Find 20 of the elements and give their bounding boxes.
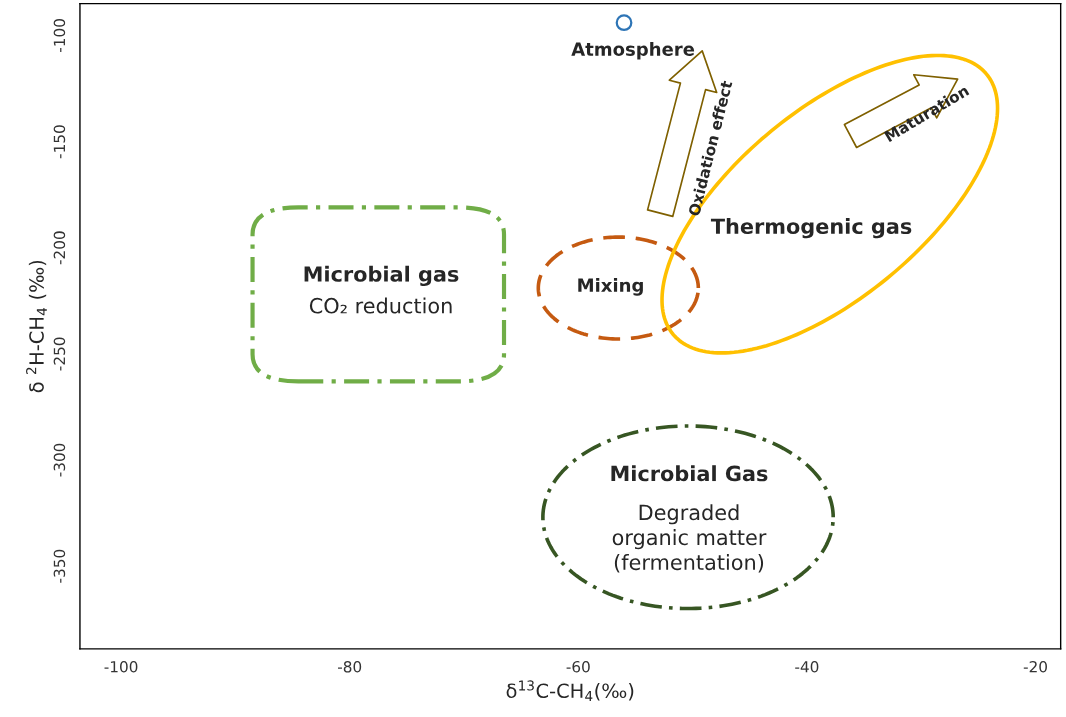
y-tick-label: -150 (53, 125, 66, 159)
x-tick-label: -80 (337, 660, 362, 673)
x-tick-label: -40 (795, 660, 819, 673)
y-tick-label: -350 (53, 549, 66, 583)
annotation: Degraded organic matter (fermentation) (612, 504, 767, 573)
annotation: Thermogenic gas (710, 217, 912, 239)
y-tick-label: -200 (53, 231, 66, 265)
x-axis-title: δ$^{13}$C-CH$_{4}$(‰) (506, 680, 634, 702)
y-axis-title: δ $^{2}$H-CH$_{4}$ (‰) (26, 260, 47, 393)
annotation: Atmosphere (571, 41, 695, 60)
x-tick-label: -100 (104, 660, 138, 673)
x-tick-label: -60 (566, 660, 590, 673)
annotation: Mixing (578, 278, 643, 296)
x-tick-label: -20 (1023, 660, 1047, 673)
annotation: CO₂ reduction (309, 297, 452, 314)
y-tick-label: -250 (53, 337, 66, 371)
y-tick-label: -100 (53, 19, 66, 53)
annotation: Microbial gas (304, 265, 459, 287)
y-tick-label: -300 (53, 443, 66, 477)
annotation: Microbial Gas (611, 465, 768, 482)
